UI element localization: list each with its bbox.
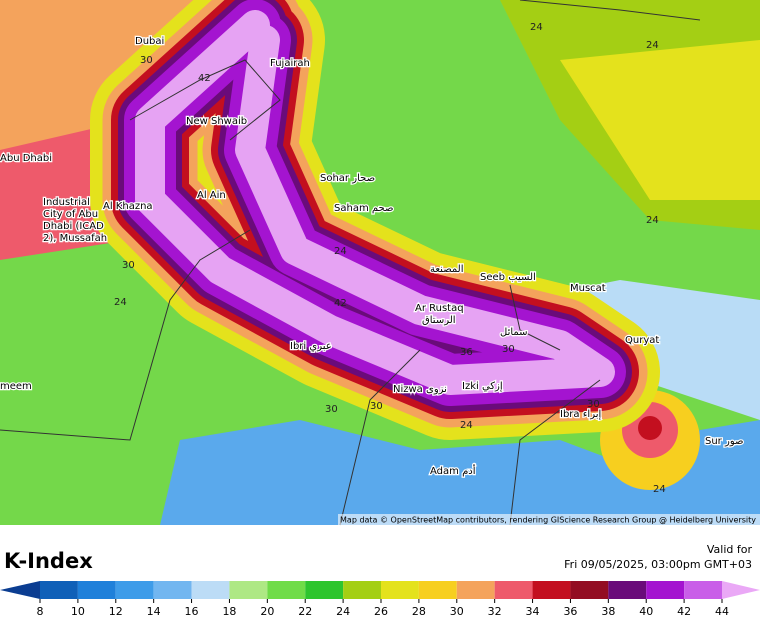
contour-label: 24 xyxy=(114,297,127,308)
contour-labels: 24 24 24 24 24 24 24 30 30 30 30 30 30 3… xyxy=(114,22,666,495)
contour-label: 24 xyxy=(646,40,659,51)
city-label: Quryat xyxy=(625,335,659,346)
city-label: Al Ain xyxy=(197,190,226,201)
colorbar-tick-label: 10 xyxy=(71,605,85,618)
colorbar-segment xyxy=(305,581,344,599)
city-label: Ar Rustaq xyxy=(415,303,464,314)
colorbar-segment xyxy=(418,581,457,599)
contour-label: 30 xyxy=(140,55,153,66)
region xyxy=(160,420,760,525)
city-label: New Shwaib xyxy=(186,116,247,127)
colorbar-tick-label: 42 xyxy=(677,605,691,618)
colorbar-tick-label: 18 xyxy=(222,605,236,618)
colorbar-tick-label: 14 xyxy=(147,605,161,618)
colorbar-segment xyxy=(684,581,722,599)
colorbar-tick-label: 12 xyxy=(109,605,123,618)
colorbar-segment xyxy=(532,581,571,599)
colorbar-tick-label: 34 xyxy=(526,605,540,618)
city-label: meem xyxy=(0,381,32,392)
borders xyxy=(0,0,701,526)
contour-label: 36 xyxy=(460,347,473,358)
city-label: Fujairah xyxy=(270,58,310,69)
colorbar-tick-label: 28 xyxy=(412,605,426,618)
city-label: Abu Dhabi xyxy=(0,153,52,164)
colorbar-segment xyxy=(191,581,230,599)
colorbar-tick-label: 26 xyxy=(374,605,388,618)
region xyxy=(638,416,662,440)
contour-label: 42 xyxy=(198,73,211,84)
city-label: Saham صحم xyxy=(334,203,393,214)
city-label: 2), Mussafah xyxy=(43,233,107,244)
colorbar-segment xyxy=(267,581,306,599)
colorbar-tick-label: 16 xyxy=(185,605,199,618)
colorbar-end xyxy=(722,581,760,599)
colorbar-tick-label: 38 xyxy=(601,605,615,618)
colorbar-segment xyxy=(456,581,495,599)
attribution: Map data © OpenStreetMap contributors, r… xyxy=(340,516,756,525)
colorbar-tick-label: 44 xyxy=(715,605,729,618)
city-label: Dubai xyxy=(135,36,164,47)
city-label: Adam أدم xyxy=(430,464,476,477)
colorbar-tick-label: 24 xyxy=(336,605,350,618)
attribution-bg xyxy=(338,514,760,525)
contour-label: 24 xyxy=(334,246,347,257)
colorbar: 8 10 12 14 16 18 20 22 24 26 28 30 32 34 36 38 40 42 44 xyxy=(0,581,760,618)
city-label: Muscat xyxy=(570,283,606,294)
city-label: Seeb السيب xyxy=(480,272,536,283)
colorbar-segment xyxy=(40,581,78,599)
city-label: الرستاق xyxy=(422,315,456,326)
colorbar-segment xyxy=(646,581,685,599)
contour-label: 24 xyxy=(530,22,543,33)
k-index-band xyxy=(90,0,660,440)
region xyxy=(560,40,760,200)
contour-label: 24 xyxy=(646,215,659,226)
legend-title: K-Index xyxy=(4,549,93,573)
city-label: City of Abu xyxy=(43,209,98,220)
colorbar-tick-label: 36 xyxy=(563,605,577,618)
colorbar-tick-label: 8 xyxy=(37,605,44,618)
city-label: Ibra إبراء xyxy=(560,409,602,420)
contour-label: 30 xyxy=(325,404,338,415)
city-label: Dhabi (ICAD xyxy=(43,221,104,232)
contour-label: 24 xyxy=(460,420,473,431)
city-label: Sohar صحار xyxy=(320,173,375,184)
map xyxy=(0,0,760,526)
colorbar-segment xyxy=(153,581,192,599)
contour-label: 30 xyxy=(122,260,135,271)
contour-label: 30 xyxy=(502,344,515,355)
colorbar-segment xyxy=(343,581,381,599)
city-labels: Dubai Fujairah Abu Dhabi New Shwaib Soha… xyxy=(0,35,745,479)
colorbar-tick-label: 22 xyxy=(298,605,312,618)
valid-label: Valid for xyxy=(707,543,753,556)
colorbar-tick-label: 30 xyxy=(450,605,464,618)
contour-label: 30 xyxy=(370,401,383,412)
colorbar-tick-label: 40 xyxy=(639,605,653,618)
colorbar-segment xyxy=(608,581,647,599)
contour-label: 42 xyxy=(334,298,347,309)
colorbar-segment xyxy=(229,581,268,599)
colorbar-segment xyxy=(115,581,154,599)
city-label: Izki إزكي xyxy=(462,381,503,392)
city-label: المصنعة xyxy=(430,264,463,275)
city-label: Sur صور xyxy=(705,436,743,447)
colorbar-segment xyxy=(570,581,609,599)
city-label: سمائل xyxy=(500,327,528,338)
colorbar-segment xyxy=(381,581,419,599)
contour-label: 30 xyxy=(587,399,600,410)
colorbar-end xyxy=(0,581,40,599)
contour-label: 24 xyxy=(653,484,666,495)
colorbar-tick-label: 20 xyxy=(260,605,274,618)
valid-time: Fri 09/05/2025, 03:00pm GMT+03 xyxy=(564,558,752,571)
colorbar-segment xyxy=(77,581,116,599)
city-label: Industrial xyxy=(43,197,90,208)
city-label: Al Khazna xyxy=(103,201,153,212)
colorbar-segment xyxy=(494,581,533,599)
city-label: Nizwa نزوى xyxy=(393,384,447,395)
colorbar-tick-label: 32 xyxy=(488,605,502,618)
city-label: Ibri عبري xyxy=(290,341,332,352)
